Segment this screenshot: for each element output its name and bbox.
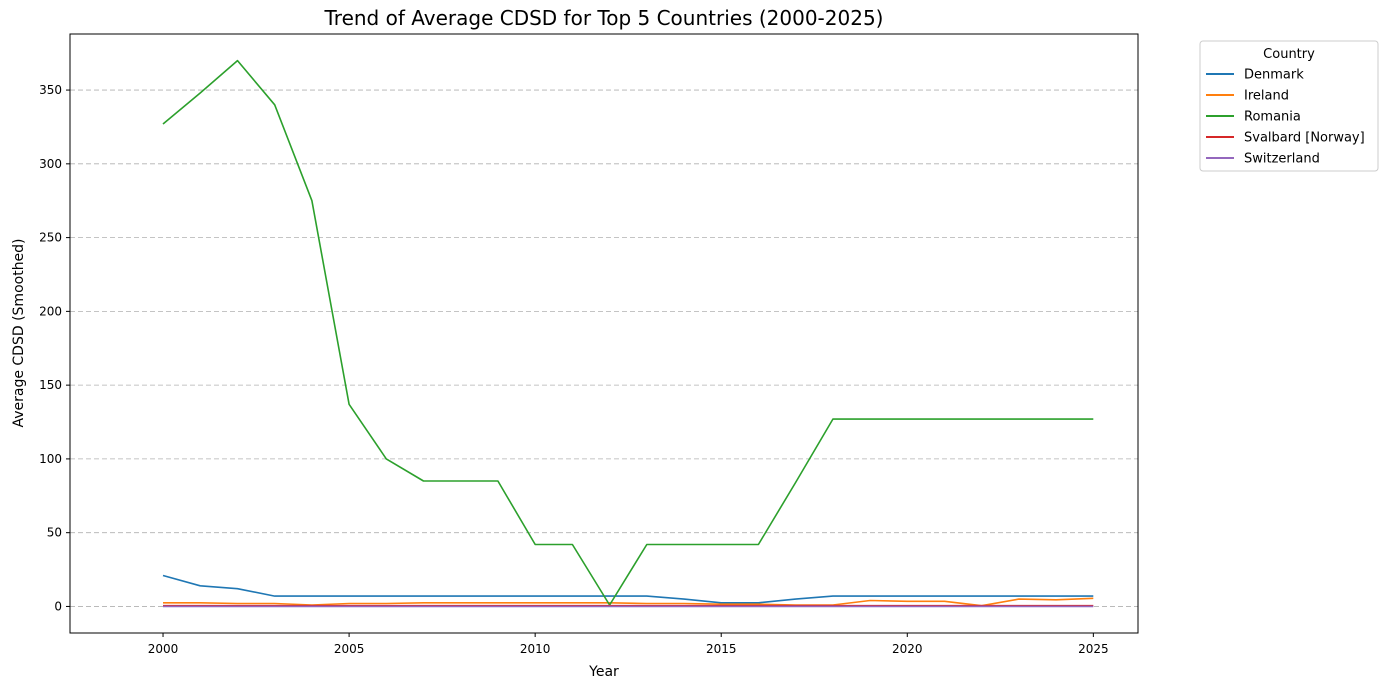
legend-items: Denmark Ireland Romania Svalbard [Norway] Sw…	[1206, 68, 1365, 167]
x-axis-label: Year	[588, 664, 619, 680]
legend-label-romania: Romania	[1244, 110, 1301, 125]
legend-title: Country	[1263, 47, 1315, 62]
plot-area-frame	[69, 33, 1139, 634]
legend-label-svalbard-norway: Svalbard [Norway]	[1244, 131, 1365, 146]
x-tick-label: 2005	[334, 642, 365, 656]
y-tick-label: 50	[47, 526, 62, 540]
series-lines	[162, 59, 1094, 608]
y-tick-label: 200	[39, 304, 62, 318]
series-line-ireland	[163, 597, 1094, 607]
y-axis-label: Average CDSD (Smoothed)	[11, 238, 27, 427]
grid-lines	[70, 89, 1138, 607]
y-tick-label: 300	[39, 157, 62, 171]
series-line-denmark	[162, 574, 1094, 604]
series-line-romania	[162, 59, 1094, 606]
legend-label-switzerland: Switzerland	[1244, 152, 1320, 167]
x-tick-label: 2025	[1078, 642, 1109, 656]
x-axis: 2000 2005 2010 2015 2020 2025	[148, 633, 1109, 656]
legend-label-denmark: Denmark	[1244, 68, 1304, 83]
y-tick-label: 350	[39, 83, 62, 97]
y-axis: 0 50 100 150 200 250 300 350	[39, 83, 70, 613]
y-tick-label: 150	[39, 378, 62, 392]
chart-title: Trend of Average CDSD for Top 5 Countrie…	[324, 6, 884, 30]
x-tick-label: 2000	[148, 642, 179, 656]
legend-box	[1199, 40, 1379, 172]
legend-label-ireland: Ireland	[1244, 89, 1289, 104]
x-tick-label: 2020	[892, 642, 923, 656]
y-tick-label: 0	[54, 599, 62, 613]
y-tick-label: 100	[39, 452, 62, 466]
y-tick-label: 250	[39, 231, 62, 245]
legend: Country Denmark Ireland Romania Svalbard [N…	[1199, 40, 1379, 172]
x-tick-label: 2015	[706, 642, 737, 656]
x-tick-label: 2010	[520, 642, 551, 656]
